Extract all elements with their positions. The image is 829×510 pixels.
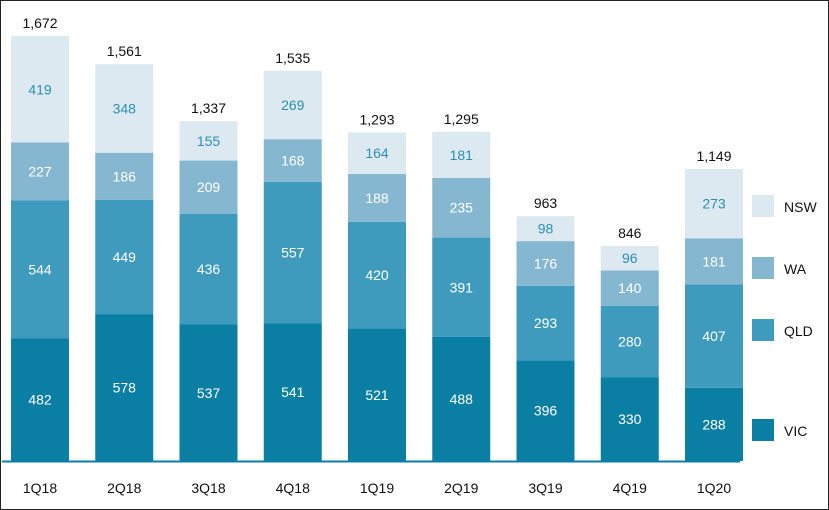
bar-segment-qld-1q19 xyxy=(348,221,406,329)
bar-segment-qld-1q20 xyxy=(685,284,743,388)
bar-segment-vic-4q19 xyxy=(600,377,659,461)
bar-segment-wa-4q18 xyxy=(263,139,322,182)
bar-segment-qld-4q19 xyxy=(600,305,659,378)
total-label-3q19: 963 xyxy=(534,195,558,211)
legend-label-nsw: NSW xyxy=(784,199,817,215)
x-tick-label-4q18: 4Q18 xyxy=(276,480,310,496)
x-tick-label-2q18: 2Q18 xyxy=(107,480,141,496)
bar-segment-wa-1q18 xyxy=(11,142,69,201)
bar-segment-wa-2q18 xyxy=(95,152,154,200)
value-label-nsw-3q18: 155 xyxy=(197,133,221,149)
bar-segment-qld-1q18 xyxy=(11,200,69,339)
bar-segment-qld-3q19 xyxy=(516,285,575,361)
value-label-qld-3q18: 436 xyxy=(197,261,221,277)
legend-swatch-qld xyxy=(752,319,774,341)
x-tick-label-1q18: 1Q18 xyxy=(23,480,57,496)
bar-segment-nsw-4q18 xyxy=(263,70,322,140)
value-label-nsw-1q18: 419 xyxy=(28,81,52,97)
bar-segment-vic-3q18 xyxy=(179,324,238,461)
total-label-1q20: 1,149 xyxy=(696,148,731,164)
x-tick-label-4q19: 4Q19 xyxy=(613,480,647,496)
bar-segment-wa-4q19 xyxy=(600,270,659,306)
bar-segment-wa-2q19 xyxy=(432,177,491,238)
bar-segment-vic-1q19 xyxy=(348,328,406,461)
x-tick-label-2q19: 2Q19 xyxy=(444,480,478,496)
bar-segment-nsw-4q19 xyxy=(600,245,659,271)
bar-segment-vic-2q19 xyxy=(432,336,491,461)
total-label-4q19: 846 xyxy=(618,225,642,241)
value-label-qld-2q19: 391 xyxy=(450,279,474,295)
value-label-vic-1q20: 288 xyxy=(702,416,726,432)
value-label-vic-4q19: 330 xyxy=(618,411,642,427)
value-label-wa-4q19: 140 xyxy=(618,280,642,296)
value-label-nsw-4q19: 96 xyxy=(622,250,638,266)
total-label-2q19: 1,295 xyxy=(444,111,479,127)
value-label-vic-3q18: 537 xyxy=(197,385,221,401)
bar-segment-wa-1q20 xyxy=(685,238,743,285)
bar-segment-vic-3q19 xyxy=(516,360,575,461)
x-tick-label-1q20: 1Q20 xyxy=(697,480,731,496)
bar-segment-nsw-1q19 xyxy=(348,132,406,175)
value-label-qld-3q19: 293 xyxy=(534,315,558,331)
value-label-nsw-1q20: 273 xyxy=(702,196,726,212)
total-label-4q18: 1,535 xyxy=(275,50,310,66)
bar-segment-qld-3q18 xyxy=(179,213,238,325)
value-label-wa-2q18: 186 xyxy=(113,168,137,184)
value-label-wa-1q18: 227 xyxy=(28,163,52,179)
legend-swatch-wa xyxy=(752,257,774,279)
value-label-qld-2q18: 449 xyxy=(113,249,137,265)
value-label-wa-1q19: 188 xyxy=(365,190,389,206)
bar-segment-vic-1q20 xyxy=(685,387,743,461)
bar-segment-nsw-2q18 xyxy=(95,64,154,153)
legend-swatch-vic xyxy=(752,419,774,441)
value-label-qld-4q19: 280 xyxy=(618,334,642,350)
value-label-qld-1q19: 420 xyxy=(365,267,389,283)
bar-segment-wa-3q18 xyxy=(179,160,238,214)
value-label-nsw-4q18: 269 xyxy=(281,97,305,113)
bar-segment-vic-1q18 xyxy=(11,338,69,461)
value-label-nsw-3q19: 98 xyxy=(538,221,554,237)
value-label-qld-4q18: 557 xyxy=(281,245,305,261)
value-label-nsw-2q18: 348 xyxy=(113,100,137,116)
bar-segment-vic-4q18 xyxy=(263,323,322,461)
value-label-wa-4q18: 168 xyxy=(281,153,305,169)
total-label-2q18: 1,561 xyxy=(107,43,142,59)
bar-segment-nsw-3q18 xyxy=(179,121,238,161)
value-label-wa-3q18: 209 xyxy=(197,179,221,195)
value-label-vic-3q19: 396 xyxy=(534,403,558,419)
value-label-qld-1q20: 407 xyxy=(702,328,726,344)
bar-segment-wa-1q19 xyxy=(348,174,406,222)
value-label-wa-2q19: 235 xyxy=(450,200,474,216)
bar-segment-nsw-2q19 xyxy=(432,131,491,178)
value-label-vic-1q19: 521 xyxy=(365,387,389,403)
bar-segment-qld-4q18 xyxy=(263,181,322,324)
legend-label-wa: WA xyxy=(784,261,807,277)
value-label-nsw-2q19: 181 xyxy=(450,147,474,163)
total-label-1q18: 1,672 xyxy=(22,15,57,31)
value-label-wa-1q20: 181 xyxy=(702,253,726,269)
bar-segment-vic-2q18 xyxy=(95,314,154,461)
value-label-vic-2q18: 578 xyxy=(113,380,137,396)
total-label-3q18: 1,337 xyxy=(191,100,226,116)
bar-segment-nsw-1q20 xyxy=(685,168,743,239)
bar-segment-nsw-1q18 xyxy=(11,36,69,143)
value-label-nsw-1q19: 164 xyxy=(365,145,389,161)
x-tick-label-3q18: 3Q18 xyxy=(191,480,225,496)
x-tick-label-3q19: 3Q19 xyxy=(528,480,562,496)
value-label-wa-3q19: 176 xyxy=(534,255,558,271)
value-label-vic-4q18: 541 xyxy=(281,384,305,400)
x-tick-label-1q19: 1Q19 xyxy=(360,480,394,496)
total-label-1q19: 1,293 xyxy=(359,111,394,127)
bar-segment-qld-2q19 xyxy=(432,237,491,337)
legend-label-qld: QLD xyxy=(784,323,813,339)
value-label-qld-1q18: 544 xyxy=(28,261,52,277)
bar-segment-qld-2q18 xyxy=(95,199,154,315)
legend-swatch-nsw xyxy=(752,195,774,217)
bar-segment-wa-3q19 xyxy=(516,241,575,286)
value-label-vic-1q18: 482 xyxy=(28,392,52,408)
legend-label-vic: VIC xyxy=(784,423,807,439)
value-label-vic-2q19: 488 xyxy=(450,391,474,407)
bar-segment-nsw-3q19 xyxy=(516,216,575,242)
